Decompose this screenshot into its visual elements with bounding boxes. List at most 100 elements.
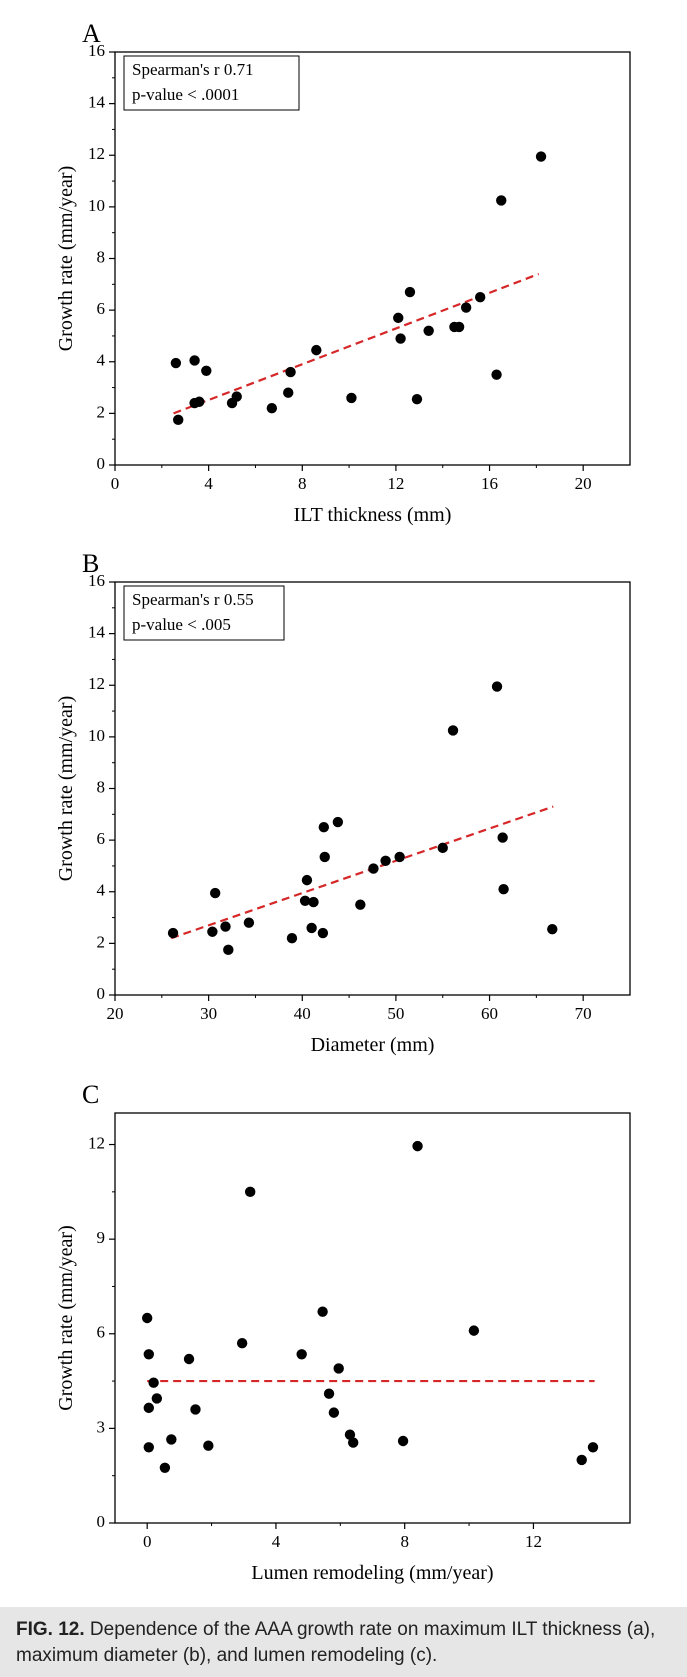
y-tick-label: 0 bbox=[97, 1512, 106, 1531]
data-point bbox=[412, 1140, 423, 1152]
stats-line: Spearman's r 0.71 bbox=[132, 60, 254, 79]
y-tick-label: 10 bbox=[88, 726, 105, 745]
panel-label: C bbox=[82, 1080, 99, 1109]
data-point bbox=[143, 1442, 154, 1453]
data-point bbox=[285, 366, 296, 378]
chart-panel-c: C 0 4 8 12 0 3 6 9 12 Lumen remodeling (mm/year) Gr… bbox=[55, 1080, 631, 1584]
data-point bbox=[394, 851, 405, 863]
x-tick-label: 20 bbox=[107, 1004, 124, 1023]
data-point bbox=[231, 391, 242, 402]
data-point bbox=[296, 1349, 307, 1360]
chart-panel-b: B 20 30 40 50 60 70 0 2 4 6 8 10 12 14 16 Diameter (mm) G… bbox=[55, 549, 631, 1056]
data-point bbox=[243, 917, 255, 928]
data-point bbox=[317, 1306, 328, 1317]
data-point bbox=[207, 926, 218, 937]
x-tick-label: 60 bbox=[481, 1004, 498, 1023]
y-tick-label: 14 bbox=[88, 623, 106, 642]
data-point bbox=[190, 1404, 201, 1415]
data-point bbox=[535, 151, 547, 162]
figure-caption: FIG. 12. Dependence of the AAA growth ra… bbox=[0, 1607, 687, 1677]
data-point bbox=[497, 832, 508, 843]
data-point bbox=[170, 357, 182, 369]
y-axis-label: Growth rate (mm/year) bbox=[55, 1225, 77, 1410]
x-tick-label: 20 bbox=[575, 474, 592, 493]
data-point bbox=[301, 874, 313, 886]
data-point bbox=[437, 842, 448, 854]
data-point bbox=[201, 365, 212, 376]
data-point bbox=[368, 863, 379, 874]
data-point bbox=[496, 195, 507, 206]
data-point bbox=[460, 302, 472, 313]
data-point bbox=[166, 1434, 177, 1445]
x-axis-label: Lumen remodeling (mm/year) bbox=[251, 1562, 493, 1584]
x-tick-label: 12 bbox=[525, 1532, 542, 1551]
x-tick-label: 4 bbox=[204, 474, 213, 493]
data-point bbox=[498, 883, 509, 895]
stats-box bbox=[123, 55, 300, 111]
x-tick-label: 8 bbox=[298, 474, 307, 493]
data-point bbox=[143, 1402, 154, 1414]
y-tick-label: 0 bbox=[97, 984, 106, 1003]
x-tick-label: 40 bbox=[294, 1004, 311, 1023]
data-point bbox=[189, 355, 200, 366]
data-point bbox=[143, 1349, 154, 1360]
data-point bbox=[318, 822, 330, 833]
x-tick-label: 0 bbox=[143, 1532, 152, 1551]
data-point bbox=[141, 1312, 153, 1324]
data-point bbox=[311, 344, 322, 356]
data-point bbox=[395, 333, 406, 344]
data-point bbox=[148, 1377, 159, 1388]
data-point bbox=[244, 1186, 256, 1198]
data-point bbox=[346, 392, 357, 404]
data-point bbox=[266, 403, 278, 414]
y-tick-label: 8 bbox=[97, 247, 106, 266]
data-point bbox=[236, 1338, 248, 1349]
y-tick-label: 14 bbox=[88, 93, 106, 112]
data-point bbox=[317, 927, 329, 939]
data-point bbox=[393, 312, 404, 324]
data-point bbox=[491, 681, 503, 692]
y-tick-label: 16 bbox=[88, 41, 105, 60]
data-point bbox=[423, 325, 434, 336]
data-point bbox=[332, 816, 344, 828]
x-tick-label: 4 bbox=[272, 1532, 281, 1551]
panel-label: B bbox=[82, 549, 99, 578]
data-point bbox=[151, 1393, 163, 1404]
chart-panel-a: A 0 4 8 12 16 20 0 2 4 6 8 10 12 14 16 ILT thickness (mm… bbox=[55, 19, 631, 526]
plot-frame bbox=[114, 1112, 631, 1524]
data-point bbox=[344, 1429, 356, 1440]
data-point bbox=[209, 887, 221, 899]
data-point bbox=[587, 1442, 599, 1453]
x-tick-label: 16 bbox=[481, 474, 498, 493]
x-tick-label: 8 bbox=[400, 1532, 409, 1551]
x-axis-label: ILT thickness (mm) bbox=[294, 504, 452, 526]
x-tick-label: 30 bbox=[200, 1004, 217, 1023]
caption-text: Dependence of the AAA growth rate on max… bbox=[16, 1619, 656, 1666]
x-tick-label: 50 bbox=[387, 1004, 404, 1023]
data-point bbox=[447, 725, 459, 736]
data-point bbox=[286, 933, 298, 944]
data-point bbox=[474, 292, 486, 303]
data-point bbox=[333, 1363, 344, 1374]
data-point bbox=[453, 321, 465, 333]
x-axis-label: Diameter (mm) bbox=[311, 1034, 435, 1056]
x-tick-label: 12 bbox=[387, 474, 404, 493]
stats-line: p-value < .0001 bbox=[132, 85, 239, 104]
data-point bbox=[167, 927, 179, 939]
stats-line: p-value < .005 bbox=[132, 615, 231, 634]
data-point bbox=[159, 1462, 171, 1474]
data-point bbox=[347, 1437, 359, 1448]
y-axis-label: Growth rate (mm/year) bbox=[55, 696, 77, 881]
data-point bbox=[491, 369, 502, 380]
data-point bbox=[308, 896, 319, 908]
caption-label: FIG. 12. bbox=[16, 1619, 85, 1640]
y-tick-label: 6 bbox=[97, 299, 106, 318]
data-point bbox=[355, 899, 366, 910]
y-tick-label: 8 bbox=[97, 777, 106, 796]
y-tick-label: 16 bbox=[88, 571, 105, 590]
y-tick-label: 0 bbox=[97, 454, 106, 473]
y-tick-label: 6 bbox=[97, 829, 106, 848]
data-point bbox=[380, 855, 391, 866]
data-point bbox=[468, 1325, 480, 1336]
